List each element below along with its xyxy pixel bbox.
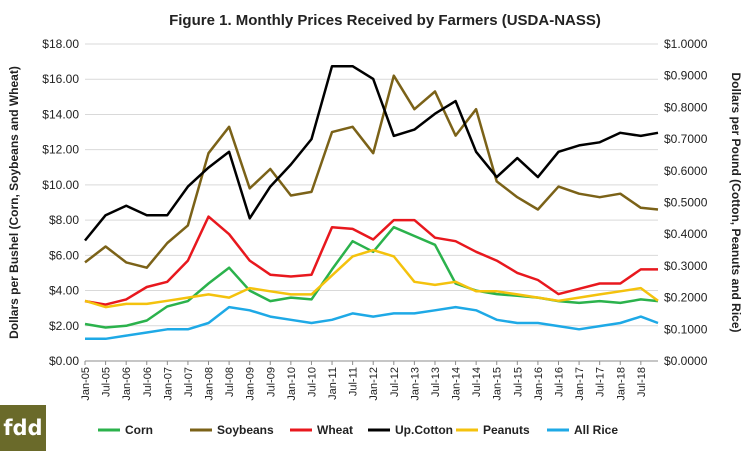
series-line-all-rice <box>85 305 659 341</box>
x-tick-label: Jul-14 <box>471 367 483 397</box>
y-tick-label-right: $0.3000 <box>664 259 708 273</box>
chart-title: Figure 1. Monthly Prices Received by Far… <box>169 12 601 29</box>
x-tick-label: Jan-18 <box>615 367 627 401</box>
y-tick-label-right: $0.9000 <box>664 69 708 83</box>
x-tick-label: Jul-12 <box>389 367 401 397</box>
x-tick-label: Jul-18 <box>636 367 648 397</box>
x-tick-label: Jan-09 <box>245 367 257 401</box>
x-tick-label: Jan-14 <box>451 367 463 401</box>
x-tick-label: Jul-11 <box>348 367 360 396</box>
x-tick-label: Jan-16 <box>533 367 545 401</box>
y-tick-label-left: $18.00 <box>42 37 79 51</box>
y-tick-label-right: $1.0000 <box>664 37 708 51</box>
x-tick-label: Jan-13 <box>409 367 421 401</box>
legend-label-wheat: Wheat <box>317 423 353 437</box>
legend-label-peanuts: Peanuts <box>483 423 530 437</box>
y-axis-label-left: Dollars per Bushel (Corn, Soybeans and W… <box>7 66 21 339</box>
legend-label-corn: Corn <box>125 423 153 437</box>
y-tick-label-left: $2.00 <box>49 319 79 333</box>
x-tick-label: Jul-07 <box>183 367 195 397</box>
x-tick-label: Jul-08 <box>224 367 236 397</box>
series-line-corn <box>84 225 659 329</box>
y-axis-label-right: Dollars per Pound (Cotton, Peanuts and R… <box>729 72 743 332</box>
series-line-peanuts <box>84 248 659 309</box>
y-tick-label-left: $0.00 <box>49 354 79 368</box>
y-tick-label-right: $0.8000 <box>664 100 708 114</box>
axes: $0.00 $2.00 $4.00 $6.00 $8.00 $10.00 $12.00 $14… <box>42 37 707 401</box>
x-tick-label: Jul-06 <box>142 367 154 397</box>
y-tick-label-left: $10.00 <box>42 178 79 192</box>
series-line-wheat <box>84 215 658 306</box>
legend-label-all-rice: All Rice <box>574 423 618 437</box>
y-tick-label-right: $0.7000 <box>664 132 708 146</box>
y-tick-label-left: $12.00 <box>42 143 79 157</box>
y-tick-label-left: $14.00 <box>42 107 79 121</box>
fdd-logo: fdd <box>0 405 46 451</box>
y-tick-label-left: $8.00 <box>49 213 79 227</box>
y-tick-label-right: $0.4000 <box>664 227 708 241</box>
legend-label-soybeans: Soybeans <box>217 423 274 437</box>
x-tick-label: Jul-16 <box>553 367 565 397</box>
y-tick-label-left: $6.00 <box>49 248 79 262</box>
y-tick-label-right: $0.6000 <box>664 164 708 178</box>
logo-text: fdd <box>3 416 42 440</box>
x-tick-label: Jul-13 <box>430 367 442 397</box>
x-tick-label: Jul-17 <box>595 367 607 397</box>
y-tick-label-right: $0.5000 <box>664 196 708 210</box>
x-tick-label: Jan-17 <box>574 367 586 401</box>
x-tick-label: Jan-07 <box>162 367 174 401</box>
x-tick-label: Jan-12 <box>368 367 380 401</box>
series-line-up-cotton <box>84 64 659 242</box>
series-line-soybeans <box>84 74 659 269</box>
y-tick-label-right: $0.1000 <box>664 322 708 336</box>
y-tick-label-right: $0.2000 <box>664 291 708 305</box>
x-tick-label: Jul-10 <box>306 367 318 397</box>
legend: Corn Soybeans Wheat Up.Cotton Peanuts All Ric… <box>98 423 618 437</box>
logo-background <box>0 405 46 451</box>
x-tick-label: Jan-10 <box>286 367 298 401</box>
x-tick-label: Jan-15 <box>492 367 504 401</box>
series-lines <box>84 64 659 341</box>
legend-label-up-cotton: Up.Cotton <box>395 423 453 437</box>
x-tick-label: Jan-05 <box>80 367 92 401</box>
x-tick-label: Jul-15 <box>512 367 524 397</box>
x-tick-label: Jul-09 <box>265 367 277 397</box>
y-tick-label-left: $4.00 <box>49 284 79 298</box>
x-tick-label: Jan-11 <box>327 367 339 400</box>
x-tick-label: Jan-06 <box>121 367 133 401</box>
x-tick-label: Jul-05 <box>101 367 113 397</box>
y-tick-label-left: $16.00 <box>42 72 79 86</box>
x-tick-label: Jan-08 <box>204 367 216 401</box>
y-tick-label-right: $0.0000 <box>664 354 708 368</box>
